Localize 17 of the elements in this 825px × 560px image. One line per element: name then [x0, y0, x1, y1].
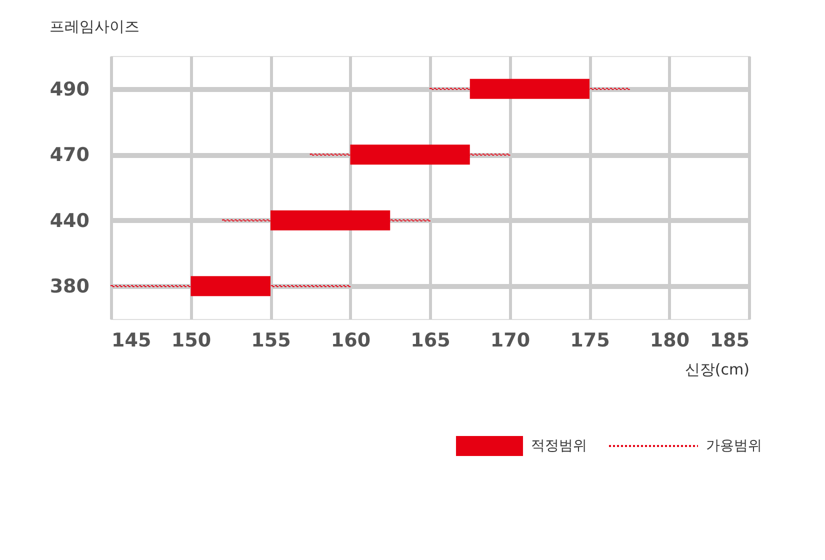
x-tick-label: 155 [251, 330, 291, 352]
x-tick-label: 165 [410, 330, 450, 352]
y-tick-label: 490 [50, 78, 90, 100]
x-axis-title: 신장(cm) [684, 360, 750, 378]
x-tick-label: 185 [710, 330, 750, 352]
x-tick-label: 150 [171, 330, 212, 352]
x-tick-label: 170 [490, 330, 530, 352]
y-tick-label: 440 [50, 210, 90, 232]
y-tick-label: 470 [50, 144, 90, 166]
y-tick-label: 380 [50, 276, 90, 298]
legend-label: 적정범위 [531, 438, 587, 454]
x-tick-label: 175 [570, 330, 610, 352]
x-tick-label: 145 [112, 330, 152, 352]
text: 가용범위 [706, 438, 762, 454]
x-tick-label: 160 [330, 330, 371, 352]
y-axis-title: 프레임사이즈 [50, 18, 140, 36]
x-tick-label: 180 [650, 330, 690, 352]
